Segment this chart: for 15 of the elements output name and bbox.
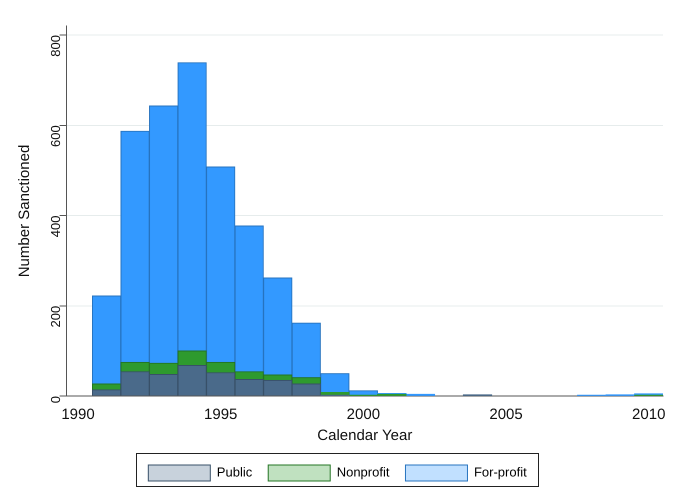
legend-label: Public [216,464,253,480]
y-tick-label: 400 [48,216,64,238]
y-tick-label: 0 [48,396,64,404]
legend-label: For-profit [474,464,528,480]
y-tick-label: 200 [48,306,64,328]
y-tick-label: 600 [48,125,64,147]
legend-label: Nonprofit [336,464,390,480]
y-tick-label: 800 [48,35,64,57]
x-tick-label: 1995 [204,406,238,424]
x-tick-label: 2005 [489,406,523,424]
x-tick-label: 2010 [632,406,666,424]
y-axis-title: Number Sanctioned [16,144,34,278]
x-tick-label: 2000 [346,406,380,424]
x-tick-label: 1990 [61,406,95,424]
x-axis-title: Calendar Year [317,427,412,444]
